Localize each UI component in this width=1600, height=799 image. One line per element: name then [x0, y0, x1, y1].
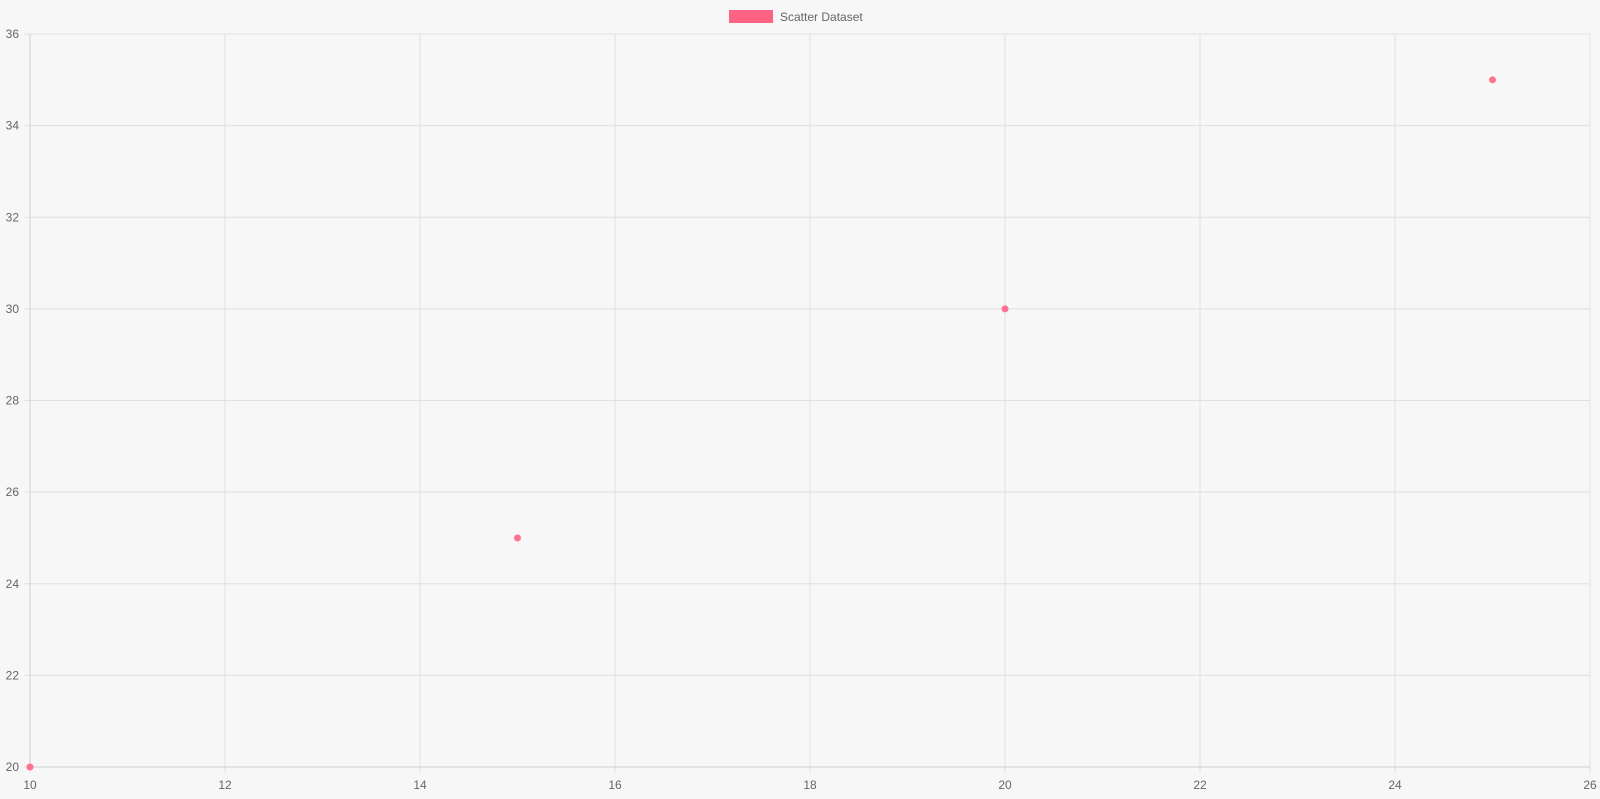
y-tick-label: 22 — [6, 668, 20, 682]
x-tick-label: 10 — [23, 778, 37, 792]
y-tick-label: 20 — [6, 760, 20, 774]
x-tick-label: 14 — [413, 778, 427, 792]
scatter-point[interactable] — [514, 534, 521, 542]
grid-lines — [24, 33, 1591, 773]
x-tick-label: 16 — [608, 778, 622, 792]
scatter-point[interactable] — [1001, 305, 1009, 313]
axes — [29, 34, 1590, 768]
x-tick-label: 12 — [218, 778, 232, 792]
y-tick-label: 24 — [6, 577, 20, 591]
y-tick-label: 32 — [6, 210, 20, 224]
y-tick-label: 30 — [6, 302, 20, 316]
scatter-point[interactable] — [1489, 76, 1496, 84]
y-axis-tick-labels: 20 22 24 26 28 30 32 34 36 — [6, 27, 20, 774]
x-tick-label: 18 — [803, 778, 817, 792]
y-tick-label: 36 — [6, 27, 20, 41]
data-points — [26, 76, 1496, 771]
x-tick-label: 22 — [1193, 778, 1207, 792]
x-tick-label: 26 — [1583, 778, 1597, 792]
y-tick-label: 28 — [6, 394, 20, 408]
legend-swatch-scatter-dataset[interactable] — [729, 10, 773, 23]
legend[interactable]: Scatter Dataset — [729, 10, 863, 24]
legend-label-scatter-dataset[interactable]: Scatter Dataset — [780, 10, 863, 24]
x-axis-tick-labels: 10 12 14 16 18 20 22 24 26 — [23, 778, 1597, 792]
y-tick-label: 26 — [6, 485, 20, 499]
scatter-point[interactable] — [26, 763, 34, 771]
y-tick-label: 34 — [6, 119, 20, 133]
x-tick-label: 20 — [998, 778, 1012, 792]
x-tick-label: 24 — [1388, 778, 1402, 792]
